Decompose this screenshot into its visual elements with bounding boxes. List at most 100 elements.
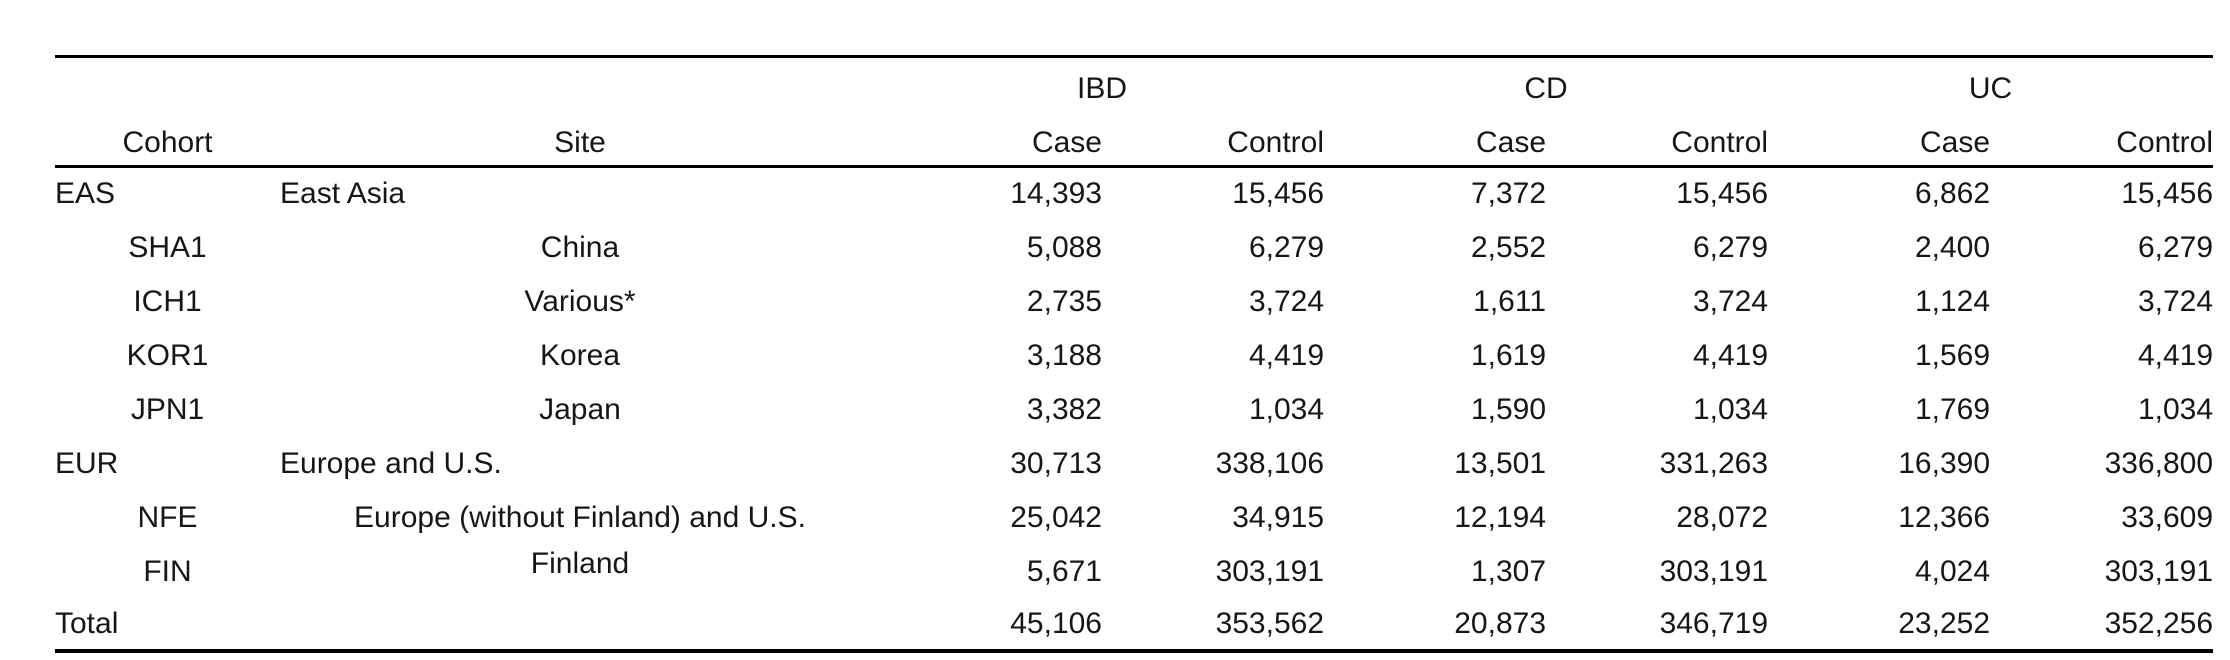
value-cell-uc-case: 16,390 bbox=[1898, 446, 1991, 480]
value-cell-ibd-control: 15,456 bbox=[1232, 177, 1325, 211]
value-cell-ibd-case: 25,042 bbox=[1010, 500, 1102, 534]
col-header-site: Site bbox=[280, 120, 880, 168]
value-cell-ibd-control: 1,034 bbox=[1248, 392, 1325, 426]
value-cell-cd-control: 1,034 bbox=[1692, 392, 1769, 426]
column-header-row: Cohort Site Case Control Case Control Ca… bbox=[55, 120, 2214, 168]
cohort-cell: EUR bbox=[55, 446, 119, 480]
site-cell: China bbox=[540, 230, 620, 264]
value-cell-ibd-case: 3,188 bbox=[1026, 338, 1102, 372]
table-row-eur: EUR Europe and U.S. 30,713 338,106 13,50… bbox=[55, 437, 2213, 491]
value-cell-cd-control: 4,419 bbox=[1692, 338, 1769, 372]
value-cell-cd-case: 1,590 bbox=[1470, 392, 1547, 426]
value-cell-cd-control: 303,191 bbox=[1659, 554, 1769, 588]
value-cell-cd-control: 28,072 bbox=[1676, 500, 1769, 534]
group-header-row: IBD CD UC bbox=[55, 57, 2213, 121]
cohort-cell: SHA1 bbox=[128, 230, 207, 264]
site-cell: Europe and U.S. bbox=[280, 446, 502, 480]
site-cell bbox=[280, 598, 880, 653]
group-header-ibd: IBD bbox=[1077, 72, 1128, 106]
col-header-cohort: Cohort bbox=[55, 120, 280, 168]
value-cell-ibd-control: 4,419 bbox=[1248, 338, 1325, 372]
site-cell: Korea bbox=[539, 338, 621, 372]
value-cell-uc-case: 2,400 bbox=[1914, 230, 1991, 264]
value-cell-cd-control: 6,279 bbox=[1692, 230, 1769, 264]
value-cell-cd-case: 1,307 bbox=[1470, 554, 1547, 588]
value-cell-ibd-case: 5,671 bbox=[1026, 554, 1102, 588]
value-cell-ibd-case: 14,393 bbox=[1010, 177, 1102, 211]
site-cell: Various* bbox=[524, 284, 636, 318]
value-cell-cd-case: 12,194 bbox=[1454, 500, 1547, 534]
site-cell: Finland bbox=[530, 546, 630, 580]
value-cell-cd-control: 3,724 bbox=[1692, 284, 1769, 318]
col-header-cd-control: Control bbox=[1546, 120, 1769, 168]
col-header-uc-control: Control bbox=[1990, 120, 2214, 168]
value-cell-uc-case: 4,024 bbox=[1914, 554, 1991, 588]
cohort-cell: JPN1 bbox=[130, 392, 205, 426]
table-row-ich1: ICH1 Various* 2,735 3,724 1,611 3,724 1,… bbox=[55, 275, 2213, 329]
value-cell-ibd-case: 3,382 bbox=[1026, 392, 1102, 426]
value-cell-cd-case: 1,619 bbox=[1470, 338, 1547, 372]
table-row-nfe: NFE Europe (without Finland) and U.S. 25… bbox=[55, 491, 2214, 545]
value-cell-cd-control: 331,263 bbox=[1659, 446, 1769, 480]
value-cell-uc-case: 1,124 bbox=[1914, 284, 1991, 318]
blank-header-site bbox=[280, 57, 880, 121]
value-cell-ibd-control: 34,915 bbox=[1232, 500, 1325, 534]
value-cell-ibd-case: 30,713 bbox=[1010, 446, 1102, 480]
value-cell-ibd-case: 5,088 bbox=[1026, 230, 1102, 264]
group-header-uc: UC bbox=[1968, 72, 2013, 106]
site-cell: Europe (without Finland) and U.S. bbox=[354, 500, 806, 534]
table-body: EAS East Asia 14,393 15,456 7,372 15,456… bbox=[55, 167, 2214, 653]
value-cell-uc-control: 15,456 bbox=[2121, 177, 2214, 211]
value-cell-cd-case: 2,552 bbox=[1470, 230, 1547, 264]
value-cell-ibd-control: 338,106 bbox=[1215, 446, 1325, 480]
value-cell-ibd-control: 3,724 bbox=[1248, 284, 1325, 318]
value-cell-uc-case: 1,769 bbox=[1914, 392, 1991, 426]
value-cell-cd-case: 20,873 bbox=[1324, 598, 1547, 653]
cohort-cell: Total bbox=[55, 598, 280, 653]
site-cell: East Asia bbox=[280, 177, 406, 211]
value-cell-uc-control: 1,034 bbox=[2137, 392, 2214, 426]
value-cell-cd-case: 13,501 bbox=[1454, 446, 1547, 480]
table-row-eas: EAS East Asia 14,393 15,456 7,372 15,456… bbox=[55, 167, 2213, 221]
value-cell-ibd-case: 45,106 bbox=[880, 598, 1102, 653]
value-cell-ibd-control: 303,191 bbox=[1215, 554, 1325, 588]
cohort-cell: FIN bbox=[143, 554, 192, 588]
cohort-cell: NFE bbox=[137, 500, 198, 534]
site-cell: Japan bbox=[539, 392, 621, 426]
value-cell-uc-control: 6,279 bbox=[2137, 230, 2214, 264]
table-header: IBD CD UC Cohort Site Case Control Case … bbox=[55, 57, 2214, 168]
table-row-sha1: SHA1 China 5,088 6,279 2,552 6,279 2,400… bbox=[55, 221, 2213, 275]
blank-header-cohort bbox=[55, 57, 280, 121]
value-cell-uc-case: 12,366 bbox=[1898, 500, 1991, 534]
col-header-ibd-case: Case bbox=[880, 120, 1102, 168]
value-cell-uc-control: 303,191 bbox=[2104, 554, 2214, 588]
value-cell-uc-control: 4,419 bbox=[2137, 338, 2214, 372]
value-cell-uc-control: 336,800 bbox=[2104, 446, 2214, 480]
cohort-cell: EAS bbox=[55, 177, 116, 211]
cohort-cell: KOR1 bbox=[126, 338, 209, 372]
cohort-sample-size-table: IBD CD UC Cohort Site Case Control Case … bbox=[55, 55, 2214, 653]
col-header-ibd-control: Control bbox=[1102, 120, 1325, 168]
cohort-cell: ICH1 bbox=[133, 284, 202, 318]
col-header-uc-case: Case bbox=[1768, 120, 1991, 168]
table-row-jpn1: JPN1 Japan 3,382 1,034 1,590 1,034 1,769… bbox=[55, 383, 2213, 437]
value-cell-uc-case: 1,569 bbox=[1914, 338, 1991, 372]
value-cell-ibd-case: 2,735 bbox=[1026, 284, 1102, 318]
value-cell-ibd-control: 6,279 bbox=[1248, 230, 1325, 264]
table-row-fin: FIN Finland 5,671 303,191 1,307 303,191 … bbox=[55, 545, 2213, 599]
table-row-total: Total 45,106 353,562 20,873 346,719 23,2… bbox=[55, 598, 2214, 653]
value-cell-ibd-control: 353,562 bbox=[1102, 598, 1325, 653]
value-cell-cd-case: 1,611 bbox=[1473, 284, 1547, 318]
table-row-kor1: KOR1 Korea 3,188 4,419 1,619 4,419 1,569… bbox=[55, 329, 2213, 383]
value-cell-cd-control: 15,456 bbox=[1676, 177, 1769, 211]
group-header-cd: CD bbox=[1524, 72, 1568, 106]
value-cell-uc-control: 352,256 bbox=[1990, 598, 2214, 653]
value-cell-cd-control: 346,719 bbox=[1546, 598, 1769, 653]
value-cell-uc-control: 33,609 bbox=[2121, 500, 2214, 534]
value-cell-cd-case: 7,372 bbox=[1470, 177, 1547, 211]
value-cell-uc-case: 23,252 bbox=[1768, 598, 1991, 653]
value-cell-uc-case: 6,862 bbox=[1914, 177, 1991, 211]
col-header-cd-case: Case bbox=[1324, 120, 1547, 168]
value-cell-uc-control: 3,724 bbox=[2137, 284, 2214, 318]
